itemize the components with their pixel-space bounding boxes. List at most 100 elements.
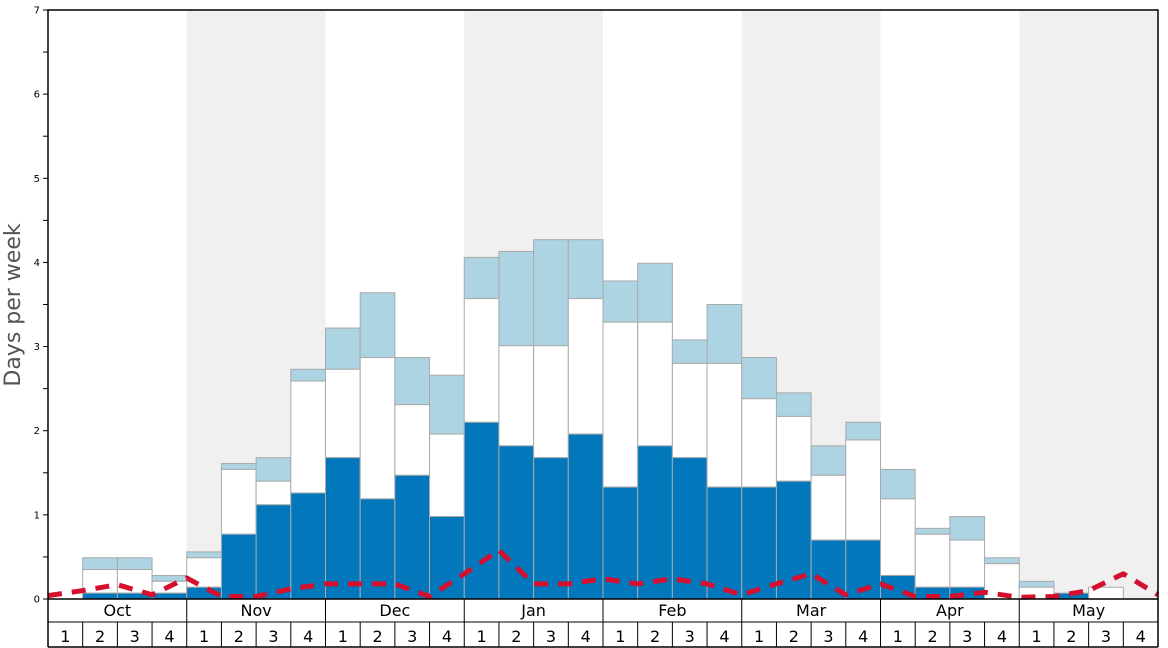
bar-light-segment <box>116 557 153 571</box>
bar-dark-segment <box>637 445 673 600</box>
week-label: 1 <box>60 627 70 646</box>
y-tick-label: 3 <box>34 342 40 353</box>
week-label: 3 <box>1101 627 1111 646</box>
month-band <box>1019 10 1158 599</box>
bar-dark-segment <box>671 457 708 600</box>
bar-light-segment <box>533 239 569 347</box>
bar-light-segment <box>325 327 361 370</box>
month-label: Dec <box>379 601 410 620</box>
week-label: 4 <box>303 627 313 646</box>
bar-dark-segment <box>290 492 326 600</box>
bar-white-segment <box>706 362 743 488</box>
month-label: May <box>1072 601 1105 620</box>
dashed-line <box>47 547 1160 600</box>
bar-light-segment <box>220 463 257 470</box>
bar-light-segment <box>290 368 326 382</box>
bar-light-segment <box>775 392 812 417</box>
bar-white-segment <box>741 398 777 488</box>
bar-white-segment <box>810 474 847 541</box>
week-label: 2 <box>234 627 244 646</box>
bar-dark-segment <box>498 445 535 600</box>
month-label: Nov <box>241 601 272 620</box>
bar-dark-segment <box>567 433 604 600</box>
week-label: 3 <box>546 627 556 646</box>
bar-white-segment <box>359 357 396 500</box>
bar-light-segment <box>498 250 535 347</box>
week-label: 1 <box>338 627 348 646</box>
bar-white-segment <box>533 345 569 459</box>
bar-white-segment <box>602 321 639 488</box>
week-label: 4 <box>997 627 1007 646</box>
month-label: Jan <box>520 601 546 620</box>
week-label: 1 <box>754 627 764 646</box>
week-label: 3 <box>407 627 417 646</box>
week-label: 1 <box>1032 627 1042 646</box>
y-tick-label: 2 <box>34 426 40 437</box>
bar-dark-segment <box>82 592 118 600</box>
bar-dark-segment <box>325 457 361 600</box>
bar-light-segment <box>637 262 673 323</box>
week-label: 1 <box>477 627 487 646</box>
bar-light-segment <box>810 445 847 476</box>
bar-light-segment <box>1018 580 1055 588</box>
bar-light-segment <box>463 256 500 300</box>
week-label: 4 <box>719 627 729 646</box>
y-tick-label: 1 <box>34 510 40 521</box>
bar-white-segment <box>671 362 708 459</box>
bar-dark-segment <box>741 486 777 600</box>
week-label: 4 <box>1136 627 1146 646</box>
bar-dark-segment <box>255 504 292 600</box>
bar-white-segment <box>914 533 951 588</box>
bar-dark-segment <box>394 474 431 600</box>
bar-white-segment <box>255 480 292 506</box>
bar-white-segment <box>775 415 812 482</box>
week-label: 2 <box>1066 627 1076 646</box>
bar-light-segment <box>984 557 1020 565</box>
bar-light-segment <box>82 557 118 571</box>
bar-white-segment <box>325 368 361 459</box>
bar-white-segment <box>880 498 916 576</box>
month-label: Apr <box>936 601 964 620</box>
week-label: 2 <box>789 627 799 646</box>
week-label: 2 <box>372 627 382 646</box>
week-label: 3 <box>130 627 140 646</box>
bar-white-segment <box>845 439 881 541</box>
week-label: 4 <box>164 627 174 646</box>
week-label: 4 <box>581 627 591 646</box>
bar-light-segment <box>949 516 986 541</box>
week-label: 1 <box>199 627 209 646</box>
week-label: 3 <box>268 627 278 646</box>
bar-light-segment <box>567 239 604 300</box>
week-label: 1 <box>615 627 625 646</box>
bar-white-segment <box>220 468 257 535</box>
y-tick-label: 7 <box>34 6 40 17</box>
y-tick-label: 6 <box>34 90 40 101</box>
month-label: Oct <box>104 601 132 620</box>
bar-white-segment <box>394 404 431 476</box>
week-label: 4 <box>858 627 868 646</box>
bar-dark-segment <box>533 457 569 600</box>
week-label: 3 <box>962 627 972 646</box>
bar-white-segment <box>637 321 673 447</box>
bar-dark-segment <box>151 592 188 600</box>
month-label: Mar <box>796 601 827 620</box>
bar-light-segment <box>394 357 431 406</box>
bar-light-segment <box>706 304 743 364</box>
bar-light-segment <box>186 551 222 559</box>
bar-light-segment <box>845 421 881 441</box>
bar-light-segment <box>880 468 916 500</box>
week-label: 2 <box>650 627 660 646</box>
bar-light-segment <box>914 527 951 535</box>
bar-white-segment <box>949 539 986 588</box>
bar-light-segment <box>671 339 708 364</box>
bar-white-segment <box>567 298 604 435</box>
bar-white-segment <box>429 433 465 518</box>
bar-light-segment <box>151 574 188 582</box>
week-label: 3 <box>823 627 833 646</box>
axes: 0 1 2 3 4 5 6 7 Oct Nov Dec Jan Feb Mar Apr May 1 2 3 4 1 2 3 4… <box>34 6 1159 648</box>
week-label: 2 <box>95 627 105 646</box>
bar-white-segment <box>463 298 500 423</box>
week-label: 1 <box>893 627 903 646</box>
